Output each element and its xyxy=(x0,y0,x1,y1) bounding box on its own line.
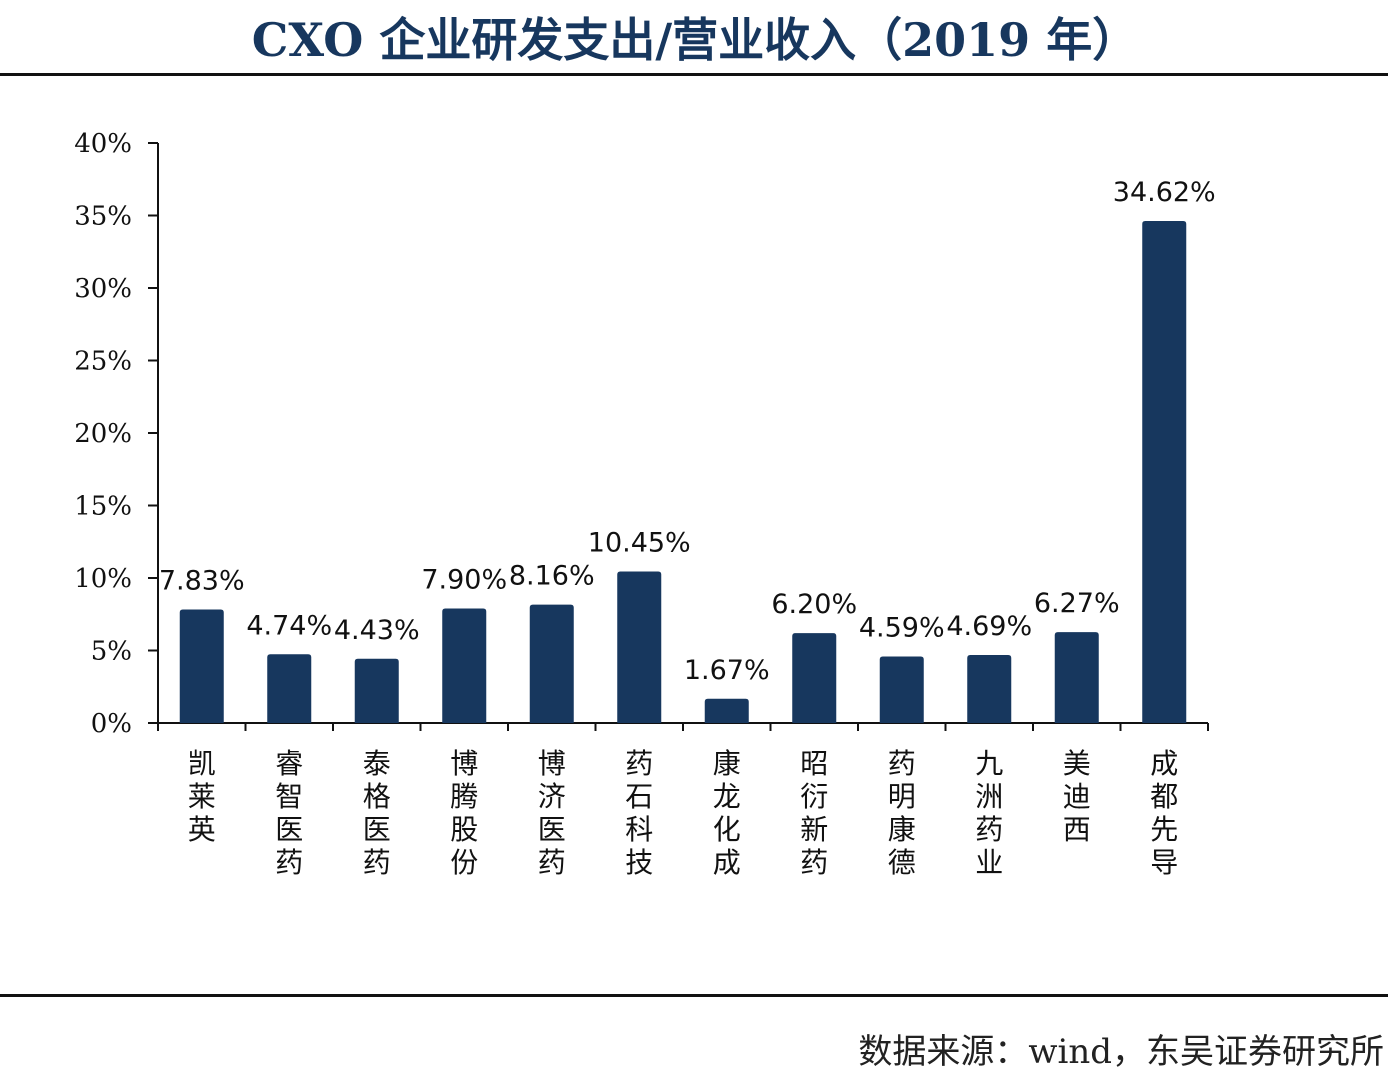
y-tick-label: 25% xyxy=(74,347,132,377)
x-category-label: 博济医药 xyxy=(538,747,566,879)
y-tick-label: 30% xyxy=(74,274,132,304)
y-tick-label: 15% xyxy=(74,492,132,522)
x-category-label: 九洲药业 xyxy=(975,747,1003,879)
data-label: 7.83% xyxy=(159,565,245,596)
y-tick-label: 5% xyxy=(91,637,132,667)
data-label: 8.16% xyxy=(509,561,595,592)
bar xyxy=(442,608,487,723)
data-label: 4.43% xyxy=(334,615,420,646)
bar xyxy=(792,633,837,723)
source-note: 数据来源：wind，东吴证券研究所 xyxy=(858,1032,1384,1072)
bar xyxy=(704,698,749,723)
bar xyxy=(967,654,1012,723)
bar xyxy=(617,571,662,723)
x-category-label: 药明康德 xyxy=(888,747,916,879)
x-category-label: 药石科技 xyxy=(625,747,653,879)
data-label: 34.62% xyxy=(1113,177,1216,208)
bar-chart: 0% 5% 10% 15% 20% 25% 30% 35% 40% 7.83% 凯莱英 4.74% 睿智… xyxy=(74,129,1216,879)
x-category-label: 睿智医药 xyxy=(275,747,303,879)
y-tick-label: 20% xyxy=(74,419,132,449)
y-tick-label: 40% xyxy=(74,129,132,159)
x-category-label: 博腾股份 xyxy=(450,747,478,879)
bar xyxy=(354,658,399,723)
x-category-label: 成都先导 xyxy=(1150,747,1178,879)
bar xyxy=(879,656,924,723)
bar xyxy=(1054,632,1099,723)
x-category-label: 昭衍新药 xyxy=(800,747,828,879)
x-category-label: 美迪西 xyxy=(1063,747,1091,846)
data-label: 4.59% xyxy=(859,612,945,643)
data-label: 4.69% xyxy=(946,611,1032,642)
bar xyxy=(1142,221,1187,723)
data-label: 1.67% xyxy=(684,655,770,686)
y-tick-label: 0% xyxy=(91,709,132,739)
data-label: 6.27% xyxy=(1034,588,1120,619)
x-category-label: 康龙化成 xyxy=(713,747,741,879)
data-label: 7.90% xyxy=(421,564,507,595)
top-divider xyxy=(0,73,1388,76)
x-category-label: 泰格医药 xyxy=(363,747,391,879)
x-category-label: 凯莱英 xyxy=(188,747,216,846)
bar xyxy=(179,609,224,723)
y-tick-label: 10% xyxy=(74,564,132,594)
data-label: 10.45% xyxy=(588,527,691,558)
data-label: 6.20% xyxy=(771,589,857,620)
bar xyxy=(529,604,574,723)
y-tick-label: 35% xyxy=(74,202,132,232)
chart-title: CXO 企业研发支出/营业收入（2019 年） xyxy=(251,13,1139,67)
bar xyxy=(267,654,312,723)
data-label: 4.74% xyxy=(246,610,332,641)
bottom-divider xyxy=(0,994,1388,997)
